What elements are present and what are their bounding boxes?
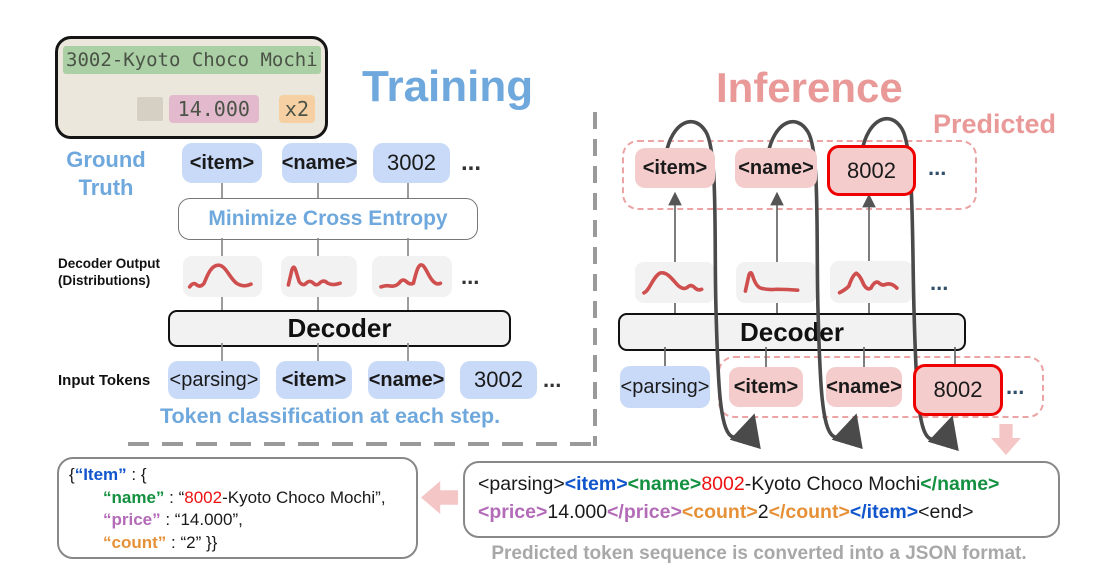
receipt-item-line: 3002-Kyoto Choco Mochi xyxy=(63,46,321,74)
decoder-box-right: Decoder xyxy=(618,313,966,351)
training-title: Training xyxy=(362,62,534,111)
distribution-plot-left-1 xyxy=(183,256,262,297)
token-sequence-box: <parsing><item><name>8002-Kyoto Choco Mo… xyxy=(463,461,1060,538)
gt-token-3002: 3002 xyxy=(373,143,450,183)
decoder-output-line2: (Distributions) xyxy=(58,273,151,288)
receipt-name-highlight: 3002-Kyoto Choco Mochi xyxy=(63,46,321,74)
distribution-plot-right-1 xyxy=(635,262,715,303)
distribution-plot-left-3 xyxy=(372,256,452,297)
down-arrow-icon xyxy=(991,424,1021,455)
output-token-8002: 8002 xyxy=(827,145,916,196)
token-classification-caption: Token classification at each step. xyxy=(160,404,501,428)
inference-title: Inference xyxy=(716,64,903,111)
decoder-output-line1: Decoder Output xyxy=(58,256,161,271)
sequence-line-1: <parsing><item><name>8002-Kyoto Choco Mo… xyxy=(478,473,1000,495)
distribution-plot-right-2 xyxy=(736,262,817,303)
input-token-3002-left: 3002 xyxy=(460,361,537,399)
input-token-name-left: <name> xyxy=(368,361,445,399)
input-token-item-right: <item> xyxy=(729,367,803,407)
gt-token-item: <item> xyxy=(182,143,262,183)
output-token-name: <name> xyxy=(735,148,817,188)
conversion-caption: Predicted token sequence is converted in… xyxy=(491,543,1027,564)
minimize-cross-entropy-box: Minimize Cross Entropy xyxy=(178,198,478,240)
json-line-4: “count” : “2” }} xyxy=(103,532,218,552)
predicted-label: Predicted xyxy=(933,109,1057,139)
input-row-left-ellipsis: ... xyxy=(543,367,562,392)
receipt-smudge xyxy=(136,97,163,121)
receipt-price-line: 14.000 x2 xyxy=(136,95,315,123)
input-tokens-label: Input Tokens xyxy=(58,371,151,389)
left-arrow-icon xyxy=(421,481,458,514)
json-line-1: {“Item” : { xyxy=(69,465,147,484)
ground-truth-label: Ground Truth xyxy=(58,146,154,202)
input-token-item-left: <item> xyxy=(276,361,352,399)
gt-token-name: <name> xyxy=(282,143,357,183)
json-line-2: “name” : “8002-Kyoto Choco Mochi”, xyxy=(103,487,386,507)
receipt-image: 3002-Kyoto Choco Mochi 14.000 x2 xyxy=(55,36,328,139)
minimize-cross-entropy-label: Minimize Cross Entropy xyxy=(208,207,448,230)
distribution-plot-right-3 xyxy=(830,261,913,303)
json-line-3: “price” : “14.000”, xyxy=(103,510,243,529)
sequence-line-2: <price>14.000</price><count>2</count></i… xyxy=(478,500,974,523)
gt-row-ellipsis: ... xyxy=(461,149,482,176)
input-token-parsing-right: <parsing> xyxy=(620,366,710,408)
input-token-8002-right: 8002 xyxy=(913,364,1003,416)
receipt-qty-highlight: x2 xyxy=(278,95,315,123)
distribution-row-left-ellipsis: ... xyxy=(461,263,480,289)
distribution-plot-left-2 xyxy=(281,256,357,297)
ground-truth-line2: Truth xyxy=(78,175,134,200)
decoder-output-label: Decoder Output (Distributions) xyxy=(58,255,160,289)
input-token-name-right: <name> xyxy=(826,367,902,407)
output-token-item: <item> xyxy=(635,148,715,188)
json-output-box: {“Item” : { “name” : “8002-Kyoto Choco M… xyxy=(57,457,418,559)
decoder-box-left: Decoder xyxy=(168,310,511,347)
ground-truth-line1: Ground xyxy=(66,147,146,172)
input-token-parsing-left: <parsing> xyxy=(168,361,260,399)
output-row-ellipsis: ... xyxy=(928,155,947,180)
receipt-price-highlight: 14.000 xyxy=(168,95,259,123)
input-row-right-ellipsis: ... xyxy=(1006,374,1025,399)
distribution-row-right-ellipsis: ... xyxy=(930,269,949,295)
